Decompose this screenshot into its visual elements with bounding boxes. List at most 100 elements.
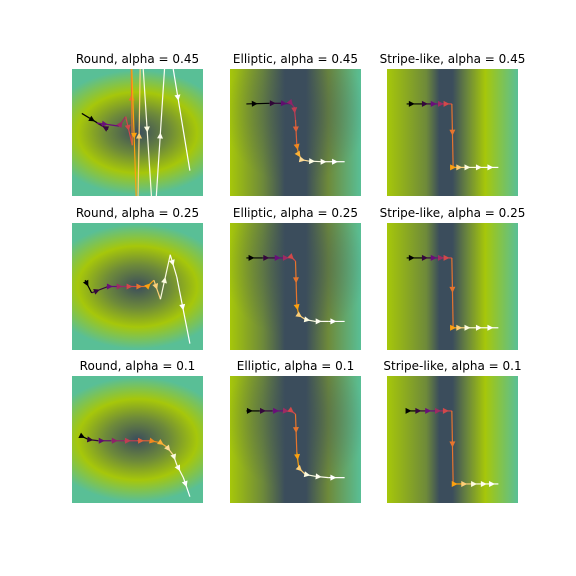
trajectory-arrowhead	[449, 129, 456, 136]
trajectory-arrowhead	[461, 480, 468, 487]
trajectory-arrowhead	[116, 121, 123, 129]
trajectory-arrowhead	[487, 324, 494, 331]
trajectory-arrowhead	[124, 437, 131, 444]
trajectory-arrowhead	[174, 94, 181, 101]
trajectory-arrowhead	[450, 164, 457, 171]
subplot-4: Round, alpha = 0.25	[72, 206, 203, 350]
subplot-title: Round, alpha = 0.1	[80, 359, 196, 373]
trajectory-arrowhead	[437, 254, 444, 261]
trajectory-arrowhead	[408, 254, 415, 261]
trajectory-arrowhead	[421, 100, 428, 107]
trajectory-arrowhead	[93, 289, 100, 295]
trajectory-arrowhead	[303, 316, 311, 323]
trajectory-arrowhead	[280, 100, 287, 107]
subplot-title: Elliptic, alpha = 0.25	[233, 206, 358, 220]
trajectory-arrowhead	[309, 158, 316, 165]
trajectory-arrowhead	[116, 283, 123, 290]
trajectory-arrowhead	[443, 254, 450, 261]
subplot-7: Round, alpha = 0.1	[72, 359, 203, 503]
trajectory-arrowhead	[487, 164, 494, 171]
trajectory-arrowhead	[138, 437, 145, 444]
trajectory-arrowhead	[471, 480, 478, 487]
trajectory-arrowhead	[274, 254, 281, 261]
trajectory-arrowhead	[282, 407, 289, 414]
trajectory-arrowhead	[293, 143, 300, 150]
trajectory-arrowhead	[170, 453, 177, 461]
trajectory-arrowhead	[269, 100, 276, 107]
trajectory-arrowhead	[263, 254, 270, 261]
loss-surface	[72, 69, 203, 196]
subplot-5: Elliptic, alpha = 0.25	[230, 206, 361, 350]
trajectory-arrowhead	[292, 126, 299, 133]
trajectory	[246, 406, 345, 481]
trajectory-arrowhead	[273, 407, 280, 414]
trajectory-arrowhead	[332, 158, 339, 165]
trajectory-arrowhead	[78, 432, 86, 438]
trajectory-arrowhead	[303, 471, 311, 478]
trajectory-segment	[130, 69, 133, 146]
trajectory-arrowhead	[421, 254, 428, 261]
trajectory	[246, 98, 345, 165]
trajectory-arrowhead	[136, 132, 143, 139]
trajectory-arrowhead	[489, 480, 496, 487]
trajectory-arrowhead	[475, 324, 482, 331]
trajectory-arrowhead	[143, 126, 150, 133]
trajectory	[81, 69, 191, 196]
trajectory-arrowhead	[287, 406, 294, 413]
trajectory-arrowhead	[330, 318, 337, 325]
trajectory-arrowhead	[174, 464, 181, 472]
trajectory-arrowhead	[449, 441, 456, 448]
trajectory-arrowhead	[248, 254, 255, 261]
loss-valley	[230, 69, 361, 196]
trajectory-arrowhead	[149, 437, 156, 444]
subplot-2: Elliptic, alpha = 0.45	[230, 52, 361, 196]
trajectory	[78, 432, 191, 497]
trajectory-arrowhead	[98, 437, 105, 444]
trajectory-arrowhead	[251, 100, 258, 107]
trajectory-arrowhead	[425, 407, 432, 414]
trajectory-arrowhead	[451, 480, 458, 487]
trajectory-arrowhead	[408, 100, 415, 107]
subplot-title: Elliptic, alpha = 0.45	[233, 52, 358, 66]
subplot-title: Round, alpha = 0.45	[76, 52, 199, 66]
trajectory-arrowhead	[164, 444, 171, 452]
subplot-6: Stripe-like, alpha = 0.25	[380, 206, 526, 350]
trajectory-arrowhead	[480, 480, 487, 487]
trajectory-arrowhead	[102, 126, 110, 132]
trajectory-arrowhead	[330, 474, 337, 481]
subplot-title: Round, alpha = 0.25	[76, 206, 199, 220]
trajectory-arrowhead	[86, 436, 94, 443]
subplot-title: Stripe-like, alpha = 0.25	[380, 206, 526, 220]
trajectory	[82, 254, 191, 344]
trajectory-arrowhead	[179, 303, 186, 311]
trajectory-arrowhead	[286, 98, 293, 106]
trajectory-arrowhead	[287, 253, 294, 260]
trajectory-arrowhead	[144, 283, 151, 290]
trajectory-arrowhead	[111, 437, 118, 444]
trajectory-arrowhead	[294, 453, 301, 461]
trajectory-arrowhead	[430, 254, 437, 261]
trajectory-arrowhead	[442, 407, 449, 414]
trajectory-arrowhead	[475, 164, 482, 171]
trajectory	[406, 100, 499, 171]
trajectory-arrowhead	[320, 158, 327, 165]
trajectory-arrowhead	[295, 464, 303, 472]
trajectory-arrowhead	[168, 259, 175, 266]
subplot-title: Stripe-like, alpha = 0.45	[380, 52, 526, 66]
loss-valley	[230, 376, 361, 503]
trajectory-arrowhead	[82, 279, 89, 287]
trajectory-arrowhead	[157, 132, 164, 139]
trajectory-arrowhead	[101, 120, 109, 127]
trajectory-arrowhead	[443, 100, 450, 107]
trajectory-arrowhead	[161, 276, 167, 284]
trajectory-arrowhead	[294, 150, 301, 158]
trajectory-arrowhead	[88, 115, 95, 122]
subplot-8: Elliptic, alpha = 0.1	[230, 359, 361, 503]
trajectory-arrowhead	[124, 124, 131, 131]
trajectory-arrowhead	[298, 156, 306, 163]
trajectory	[246, 253, 345, 325]
trajectory-arrowhead	[106, 283, 113, 290]
trajectory	[405, 407, 499, 487]
trajectory-arrowhead	[246, 407, 253, 414]
